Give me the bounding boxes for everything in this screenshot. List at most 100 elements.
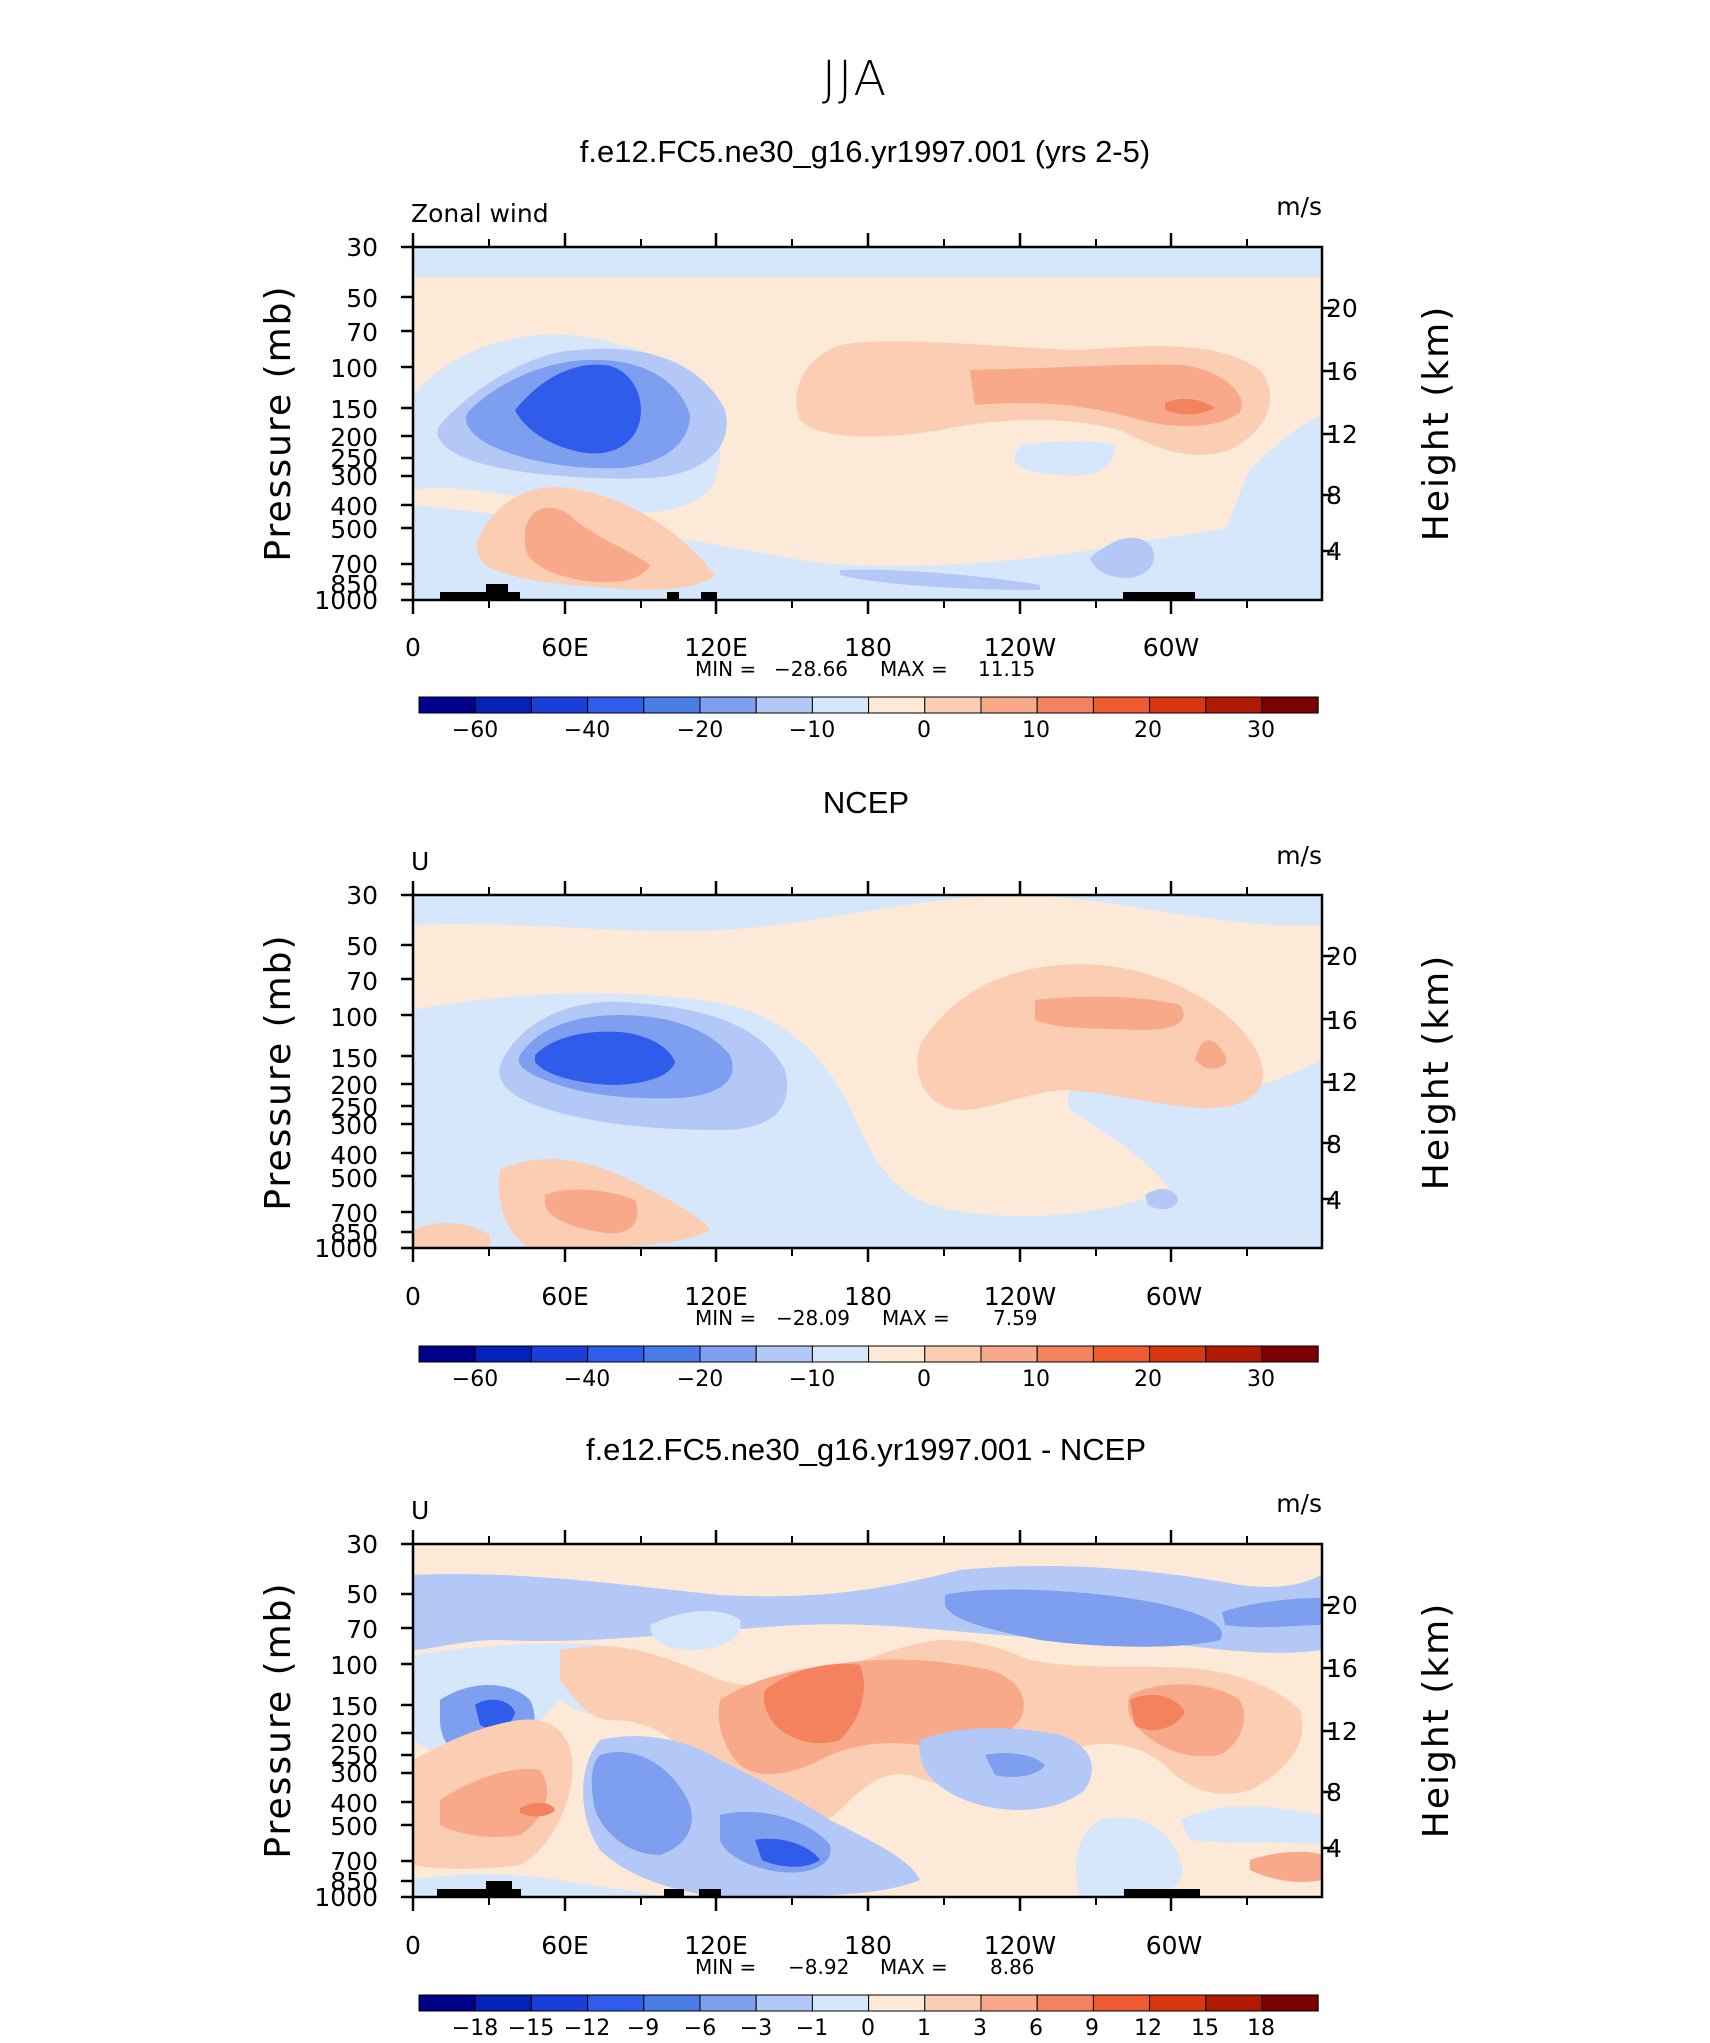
y-tick-label: 30 bbox=[346, 233, 378, 262]
min-value: −28.09 bbox=[776, 1306, 850, 1330]
colorbar-swatch bbox=[699, 1994, 757, 2012]
panel-model: f.e12.FC5.ne30_g16.yr1997.001 (yrs 2-5) … bbox=[258, 134, 1457, 743]
colorbar-swatch bbox=[699, 1345, 757, 1363]
colorbar-swatch bbox=[811, 1994, 870, 2012]
x-tick-label: 60W bbox=[1146, 1282, 1203, 1311]
colorbar-swatch bbox=[1149, 1345, 1207, 1363]
y2-tick-labels: 20 16 12 8 4 bbox=[1326, 1591, 1358, 1863]
colorbar-label: −18 bbox=[452, 2016, 498, 2038]
colorbar-label: 0 bbox=[917, 1367, 931, 1392]
colorbar-label: 9 bbox=[1085, 2016, 1099, 2038]
y-tick-label: 100 bbox=[330, 1003, 378, 1032]
y-tick-label: 70 bbox=[346, 1615, 378, 1644]
colorbar-swatch bbox=[980, 1345, 1038, 1363]
min-label: MIN = bbox=[695, 1955, 756, 1979]
y2-tick-labels: 20 16 12 8 4 bbox=[1326, 294, 1358, 566]
colorbar-swatch bbox=[1092, 1345, 1151, 1363]
y-tick-label: 100 bbox=[330, 1651, 378, 1680]
y-tick-label: 150 bbox=[330, 395, 378, 424]
units-label: m/s bbox=[1276, 192, 1322, 221]
topography bbox=[440, 584, 1195, 600]
colorbar-label: 30 bbox=[1247, 718, 1275, 743]
y-tick-label: 50 bbox=[346, 1580, 378, 1609]
topography bbox=[437, 1881, 1200, 1897]
field-label: Zonal wind bbox=[411, 199, 549, 228]
y-tick-label: 150 bbox=[330, 1044, 378, 1073]
colorbar-label: 3 bbox=[973, 2016, 987, 2038]
y-tick-label: 250 bbox=[330, 1741, 378, 1770]
colorbar-label: 10 bbox=[1022, 1367, 1050, 1392]
y-axis-title: Pressure (mb) bbox=[258, 284, 299, 561]
axis-ticks bbox=[401, 1530, 1334, 1911]
colorbar-label: −12 bbox=[564, 2016, 610, 2038]
axis-ticks bbox=[401, 233, 1334, 614]
x-tick-label: 0 bbox=[405, 1282, 421, 1311]
contour-field bbox=[413, 895, 1322, 1248]
y2-tick-label: 8 bbox=[1326, 1778, 1342, 1807]
y-tick-labels: 30 50 70 100 150 200 250 300 400 500 700… bbox=[314, 233, 378, 615]
y-tick-label: 700 bbox=[330, 1199, 378, 1228]
colorbar-swatch bbox=[474, 1345, 532, 1363]
y-tick-label: 700 bbox=[330, 550, 378, 579]
colorbar-swatch bbox=[1036, 696, 1094, 714]
colorbar-swatch bbox=[643, 1345, 701, 1363]
y-tick-label: 250 bbox=[330, 444, 378, 473]
y-tick-label: 1000 bbox=[314, 586, 378, 615]
colorbar-swatch bbox=[1092, 696, 1151, 714]
colorbar-label: 0 bbox=[917, 718, 931, 743]
panel-ncep: NCEP U m/s 0 bbox=[258, 785, 1457, 1392]
colorbar-swatch bbox=[699, 696, 757, 714]
main-title: JJA bbox=[822, 51, 888, 107]
colorbar-swatch bbox=[587, 1345, 645, 1363]
colorbar-swatch bbox=[811, 1345, 870, 1363]
x-tick-label: 120W bbox=[984, 1282, 1056, 1311]
panel-difference: f.e12.FC5.ne30_g16.yr1997.001 - NCEP U m… bbox=[258, 1432, 1457, 2041]
colorbar-label: 30 bbox=[1247, 1367, 1275, 1392]
y-tick-label: 400 bbox=[330, 492, 378, 521]
y2-tick-label: 12 bbox=[1326, 420, 1358, 449]
colorbar-swatch bbox=[587, 1994, 645, 2012]
x-tick-labels: 0 60E 120E 180 120W 60W bbox=[405, 633, 1199, 662]
colorbar-labels: −60 −40 −20 −10 0 10 20 30 bbox=[452, 718, 1275, 743]
colorbar-swatch bbox=[587, 696, 645, 714]
y-tick-label: 30 bbox=[346, 881, 378, 910]
colorbar-swatch bbox=[811, 696, 870, 714]
y-tick-label: 700 bbox=[330, 1847, 378, 1876]
x-tick-label: 180 bbox=[844, 1931, 892, 1960]
y-axis-title: Pressure (mb) bbox=[258, 933, 299, 1210]
y-tick-label: 1000 bbox=[314, 1883, 378, 1912]
y-tick-labels: 30 50 70 100 150 200 250 300 400 500 700… bbox=[314, 1530, 378, 1912]
colorbar-label: −10 bbox=[789, 1367, 835, 1392]
colorbar-label: 18 bbox=[1247, 2016, 1275, 2038]
y-tick-label: 50 bbox=[346, 284, 378, 313]
colorbar-swatch bbox=[418, 1345, 476, 1363]
y-tick-label: 850 bbox=[330, 1867, 378, 1896]
colorbar-swatch bbox=[980, 696, 1038, 714]
colorbar-swatch bbox=[924, 1345, 982, 1363]
colorbar bbox=[418, 1994, 1319, 2012]
colorbar-swatch bbox=[755, 1994, 813, 2012]
panel-title: f.e12.FC5.ne30_g16.yr1997.001 - NCEP bbox=[586, 1432, 1146, 1467]
x-tick-label: 120W bbox=[984, 1931, 1056, 1960]
colorbar-label: −20 bbox=[677, 718, 723, 743]
y-tick-labels: 30 50 70 100 150 200 250 300 400 500 700… bbox=[314, 881, 378, 1263]
y2-tick-label: 20 bbox=[1326, 1591, 1358, 1620]
panel-title: NCEP bbox=[823, 785, 909, 820]
colorbar-swatch bbox=[1205, 696, 1263, 714]
colorbar bbox=[418, 1345, 1319, 1363]
y-tick-label: 500 bbox=[330, 1164, 378, 1193]
colorbar-label: −60 bbox=[452, 1367, 498, 1392]
colorbar-label: −20 bbox=[677, 1367, 723, 1392]
y2-tick-label: 4 bbox=[1326, 1834, 1342, 1863]
y-tick-label: 200 bbox=[330, 423, 378, 452]
y-tick-label: 400 bbox=[330, 1789, 378, 1818]
y2-tick-label: 12 bbox=[1326, 1068, 1358, 1097]
colorbar-swatch bbox=[530, 1345, 589, 1363]
max-value: 8.86 bbox=[990, 1955, 1035, 1979]
field-label: U bbox=[411, 847, 429, 876]
x-tick-label: 120E bbox=[684, 633, 748, 662]
y-tick-label: 50 bbox=[346, 932, 378, 961]
colorbar-label: −15 bbox=[508, 2016, 554, 2038]
y2-tick-label: 20 bbox=[1326, 942, 1358, 971]
